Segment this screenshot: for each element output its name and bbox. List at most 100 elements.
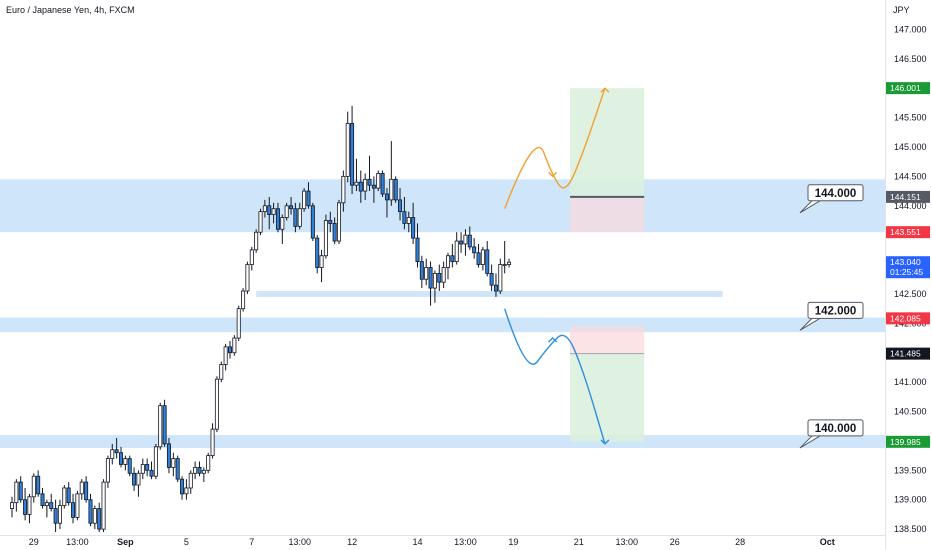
candle-body (398, 199, 403, 213)
candle-body (302, 190, 307, 210)
y-tick-label: 141.000 (894, 377, 927, 387)
candle-body (415, 237, 420, 263)
candle-body (84, 481, 89, 501)
long-profit-area (570, 88, 645, 197)
y-tick-label: 139.000 (894, 495, 927, 505)
candle-body (498, 264, 503, 292)
x-tick-label: 12 (347, 537, 357, 547)
candle-body (75, 493, 80, 518)
candle-body (328, 220, 333, 224)
y-tick-label: 142.500 (894, 289, 927, 299)
projection-arrowhead-1-0 (548, 337, 558, 343)
x-tick-label: Sep (117, 537, 134, 547)
candle-body (275, 208, 280, 230)
annotation-label: 140.000 (815, 423, 857, 435)
candle-body (459, 240, 464, 245)
candle-body (332, 223, 337, 242)
candle-body (149, 469, 154, 477)
short-profit-area (570, 353, 645, 442)
x-tick-label: 13:00 (615, 537, 638, 547)
y-tick-label: 147.000 (894, 24, 927, 34)
candle-body (140, 464, 145, 474)
candle-body (241, 290, 246, 310)
position-tools (570, 88, 645, 442)
candle-body (472, 246, 477, 254)
candle-body (123, 458, 128, 465)
candle-body (428, 267, 433, 289)
x-axis[interactable]: 29 13:00 Sep 5 7 13:00 12 14 13:00 19 21 13:00 26 28 O… (29, 537, 835, 547)
x-tick-label: Oct (820, 537, 835, 547)
candle-body (57, 505, 62, 524)
y-tick-label: 144.000 (894, 201, 927, 211)
candle-body (171, 458, 176, 468)
annotation-pointer (799, 435, 821, 449)
candle-body (419, 261, 424, 280)
candle-body (306, 190, 311, 207)
candle-body (40, 493, 45, 507)
candle-body (493, 284, 498, 292)
candle-body (223, 346, 228, 365)
candle-body (193, 466, 198, 474)
candle-body (380, 173, 385, 195)
candle-body (258, 211, 263, 233)
candle-body (310, 205, 315, 239)
candle-body (219, 364, 224, 380)
candle-body (354, 181, 359, 186)
x-axis-border (0, 535, 885, 536)
candle-body (323, 220, 328, 257)
candles (9, 105, 512, 533)
candle-body (367, 178, 372, 186)
candle-body (188, 472, 193, 489)
y-tick-label: 146.500 (894, 54, 927, 64)
candle-body (445, 255, 450, 268)
candle-body (31, 475, 36, 498)
currency-label: JPY (893, 5, 910, 15)
y-tick-label: 138.500 (894, 524, 927, 534)
candle-body (136, 472, 141, 486)
candle-body (432, 272, 437, 289)
y-axis[interactable]: 147.000146.500146.000145.500145.000144.5… (894, 24, 927, 534)
countdown-label: 01:25:45 (890, 267, 923, 277)
annotation-pointer (799, 200, 821, 214)
annotation-pointer (799, 317, 821, 331)
candle-body (97, 508, 102, 530)
candle-body (289, 205, 294, 210)
price-tag (886, 190, 930, 203)
long-risk-area (570, 196, 645, 233)
support-resistance-zones (0, 179, 885, 448)
candle-body (424, 267, 429, 280)
candle-body (236, 308, 241, 339)
candle-body (206, 455, 211, 471)
candle-body (232, 337, 237, 354)
candle-body (153, 446, 158, 477)
candle-body (480, 249, 485, 265)
candle-body (158, 405, 163, 448)
candle-body (502, 264, 507, 266)
annotation-box (807, 419, 864, 437)
candle-body (162, 405, 167, 445)
candle-body (363, 178, 368, 192)
zone-1 (0, 317, 885, 333)
zone-0 (0, 179, 885, 233)
projection-path-0 (504, 87, 606, 209)
candle-body (384, 193, 389, 201)
candle-body (214, 378, 219, 430)
level-annotations: 144.000 142.000 140.000 (799, 184, 864, 449)
x-tick-label: 7 (249, 537, 254, 547)
candle-body (293, 208, 298, 227)
candle-body (249, 249, 254, 265)
price-tag-label: 144.151 (890, 192, 921, 202)
candle-body (454, 240, 459, 263)
candle-body (14, 481, 19, 504)
candle-body (507, 261, 512, 265)
annotation-label: 144.000 (815, 188, 857, 200)
x-tick-label: 19 (508, 537, 518, 547)
candle-body (175, 458, 180, 480)
y-tick-label: 144.500 (894, 171, 927, 181)
candle-body (145, 464, 150, 471)
price-tag (886, 226, 930, 239)
candle-body (393, 178, 398, 201)
zone-3 (256, 291, 723, 297)
